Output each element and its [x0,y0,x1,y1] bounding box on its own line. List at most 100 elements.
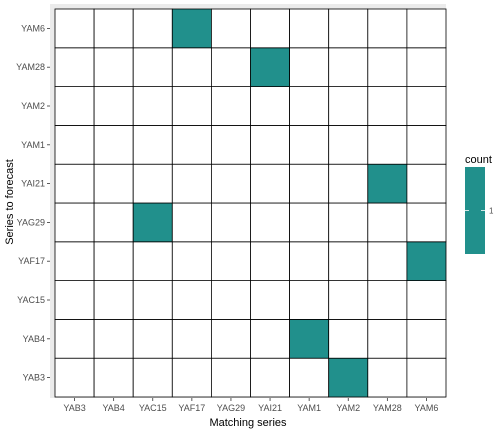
heatmap-cell [93,241,134,282]
legend-color-bar [465,167,485,254]
heatmap-cell [328,241,369,282]
y-tick-label: YAC15 [17,295,45,305]
heatmap-cell [289,357,330,398]
heatmap-cell [54,8,95,49]
heatmap-cell-filled [132,202,173,243]
heatmap-cell [54,280,95,320]
y-tick-label: YAB4 [23,334,45,344]
heatmap-cell [406,357,447,398]
y-tick-label: YAM6 [21,23,45,33]
heatmap-cell [406,125,447,165]
heatmap-cell [54,202,95,243]
heatmap-cell [93,280,134,320]
legend: count 1 [465,154,494,254]
x-axis-ticks: YAB3 YAB4 YAC15 YAF17 YAG29 YAI21 YAM1 YAM2 YAM2… [63,398,438,413]
heatmap-cell [171,241,212,282]
heatmap-cell [171,280,212,320]
x-tick-label: YAM1 [297,403,321,413]
heatmap-cell-filled [328,357,369,398]
heatmap-cell [328,86,369,126]
heatmap-cell [250,280,290,320]
x-tick-label: YAB3 [63,403,85,413]
heatmap-cell [132,125,173,165]
heatmap-cell [93,125,134,165]
y-tick-label: YAM28 [16,62,45,72]
heatmap-cell [406,47,447,87]
x-tick-label: YAI21 [258,403,282,413]
heatmap-cell [289,280,330,320]
heatmap-cell [367,280,408,320]
heatmap-cell [132,241,173,282]
y-axis-ticks: YAB3 YAB4 YAC15 YAF17 YAG29 YAI21 YAM1 YAM2 YAM2… [16,23,50,383]
legend-break-label: 1 [489,207,494,216]
x-tick-label: YAM6 [415,403,439,413]
heatmap-cell [250,163,290,204]
heatmap-cell [289,163,330,204]
heatmap-cell [367,125,408,165]
y-tick-label: YAI21 [21,179,45,189]
heatmap-cell [406,280,447,320]
heatmap-cell [54,318,95,359]
heatmap-cell [210,202,251,243]
y-axis-title: Series to forecast [4,159,16,245]
heatmap-cell [289,241,330,282]
x-tick-label: YAC15 [139,403,167,413]
y-tick-label: YAB3 [23,373,45,383]
heatmap-cell [289,8,330,49]
heatmap-cell [54,163,95,204]
heatmap-tiles [54,8,447,398]
heatmap-cell [54,241,95,282]
heatmap-cell [210,241,251,282]
heatmap-cell [171,202,212,243]
heatmap-cell [132,280,173,320]
x-tick-label: YAM28 [373,403,402,413]
legend-title: count [465,154,492,166]
heatmap-cell-filled [250,47,290,87]
heatmap-cell [171,163,212,204]
x-tick-label: YAF17 [178,403,205,413]
heatmap-cell [406,202,447,243]
x-tick-label: YAM2 [336,403,360,413]
heatmap-cell [93,47,134,87]
heatmap-cell [250,8,290,49]
heatmap-cell [93,86,134,126]
heatmap-cell [171,47,212,87]
heatmap-cell [250,202,290,243]
x-tick-label: YAG29 [217,403,245,413]
heatmap-cell [250,357,290,398]
heatmap-cell [406,318,447,359]
heatmap-cell [171,86,212,126]
heatmap-cell [328,8,369,49]
heatmap-cell-filled [289,318,330,359]
x-axis-title: Matching series [209,417,287,429]
heatmap-cell [132,318,173,359]
heatmap-cell [93,202,134,243]
y-tick-label: YAM1 [21,140,45,150]
heatmap-cell [171,125,212,165]
heatmap-cell [132,86,173,126]
heatmap-cell [328,202,369,243]
heatmap-cell [367,241,408,282]
heatmap-cell [250,86,290,126]
heatmap-cell [367,357,408,398]
heatmap-cell [93,8,134,49]
heatmap-cell [367,86,408,126]
heatmap-cell [132,163,173,204]
heatmap-cell [289,47,330,87]
heatmap-cell [93,163,134,204]
heatmap-cell [93,318,134,359]
heatmap-cell [328,280,369,320]
heatmap-cell [171,318,212,359]
heatmap-cell [328,47,369,87]
heatmap-cell [54,47,95,87]
heatmap-cell [210,47,251,87]
heatmap-cell [54,125,95,165]
heatmap-cell [171,357,212,398]
heatmap-cell [406,163,447,204]
heatmap-cell [250,125,290,165]
heatmap-cell [328,125,369,165]
legend-breaks: 1 [465,207,494,216]
y-tick-label: YAF17 [18,256,45,266]
heatmap-cell [132,47,173,87]
